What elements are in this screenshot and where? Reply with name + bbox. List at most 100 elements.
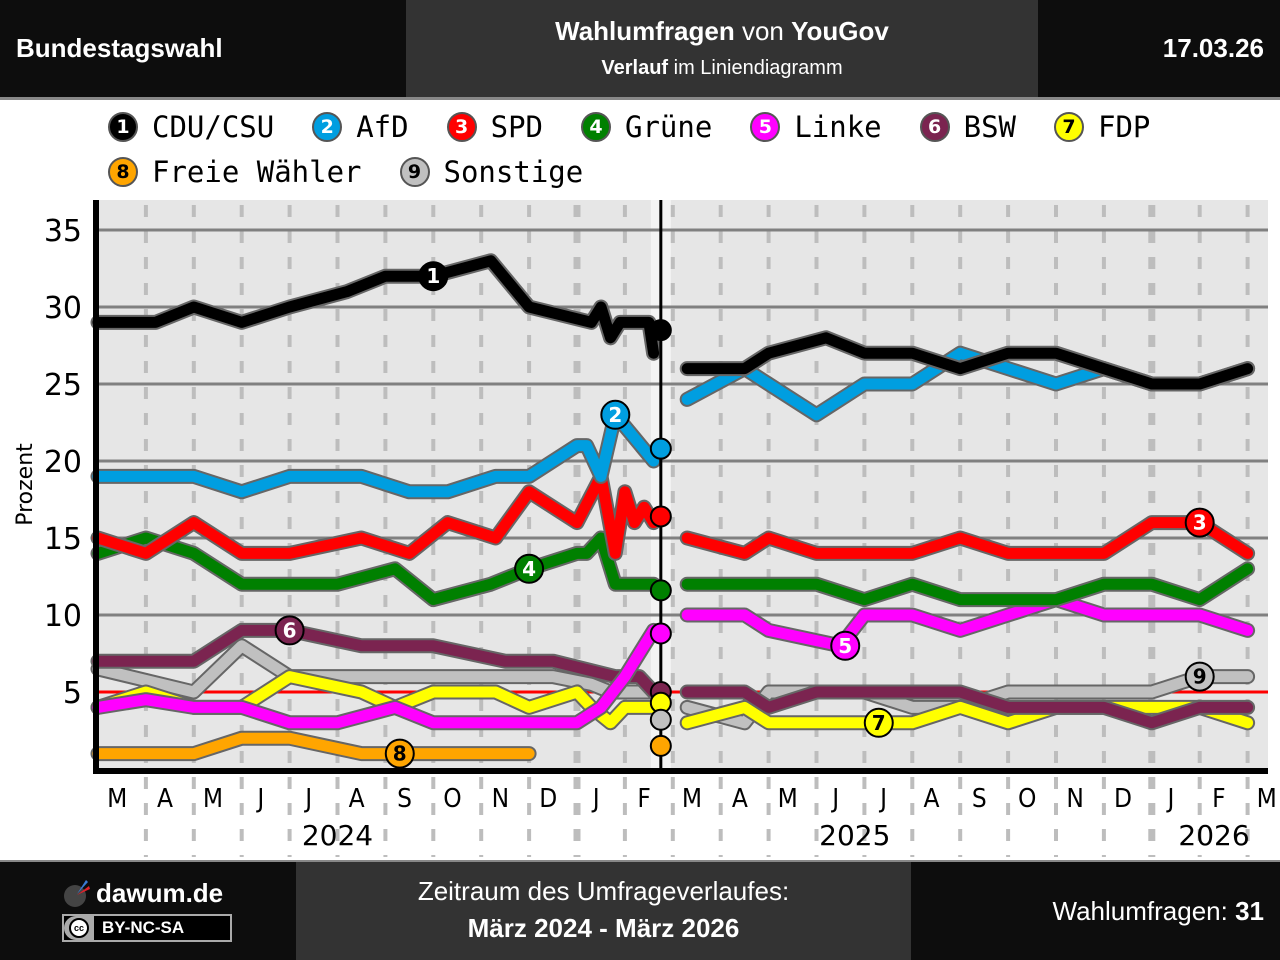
month-tick-label: M: [778, 784, 798, 814]
legend-badge-icon: 2: [312, 111, 343, 142]
y-tick-label: 25: [44, 368, 82, 403]
y-tick-label: 30: [44, 291, 82, 326]
legend-label: AfD: [356, 109, 409, 144]
election-result-dot: [649, 708, 672, 731]
legend-item[interactable]: 1 CDU/CSU: [108, 110, 274, 144]
election-result-dot: [649, 437, 672, 460]
legend-label: FDP: [1098, 109, 1151, 144]
legend-label: CDU/CSU: [152, 109, 275, 144]
series-line-cdu-csu: [92, 255, 660, 359]
legend-item[interactable]: 4 Grüne: [581, 110, 712, 144]
election-result-dot: [649, 622, 672, 645]
series-label-number: 2: [608, 403, 622, 427]
series-line-fdp: [681, 701, 1254, 729]
footer-branding: dawum.de cc BY-NC-SA: [0, 862, 296, 960]
series-label-number: 5: [838, 634, 852, 658]
legend-row: 1 CDU/CSU 2 AfD 3 SPD 4 Grüne 5 Linke 6 BSW 7 FDP: [108, 104, 1268, 149]
y-tick-label: 35: [44, 214, 82, 249]
legend-badge-icon: 1: [108, 111, 138, 142]
legend-item[interactable]: 9 Sonstige: [399, 155, 583, 189]
legend-badge-icon: 6: [919, 111, 950, 142]
chart-subtitle: Verlauf im Liniendiagramm: [601, 57, 843, 79]
series-label-number: 6: [283, 618, 297, 642]
license-badge[interactable]: cc BY-NC-SA: [62, 914, 232, 942]
legend-badge-icon: 9: [399, 156, 430, 187]
series-line-cdu-csu: [681, 332, 1254, 390]
dawum-logo[interactable]: dawum.de: [62, 876, 223, 910]
legend-item[interactable]: 5 Linke: [750, 110, 882, 144]
legend-badge-icon: 3: [446, 111, 477, 142]
series-label-number: 1: [426, 264, 440, 288]
month-tick-label: J: [830, 784, 839, 814]
footer-period: Zeitraum des Umfrageverlaufes: März 2024…: [296, 862, 911, 960]
series-label-number: 3: [1193, 511, 1207, 535]
series-line-freie-w-hler: [92, 732, 535, 760]
month-tick-label: M: [682, 784, 702, 814]
month-tick-label: N: [1066, 784, 1084, 814]
series-label-badge: [384, 738, 415, 769]
series-line-spd: [681, 517, 1254, 559]
legend-item[interactable]: 2 AfD: [312, 109, 409, 144]
legend-item[interactable]: 6 BSW: [919, 110, 1016, 144]
series-label-number: 9: [1193, 665, 1207, 689]
y-tick-label: 5: [63, 676, 82, 711]
month-tick-label: A: [349, 784, 365, 814]
series-label-badge: [274, 615, 305, 646]
month-tick-label: S: [397, 784, 412, 814]
year-label: 2025: [819, 819, 890, 852]
month-tick-label: M: [1257, 784, 1277, 814]
series-label-badge: [600, 399, 631, 430]
month-tick-label: S: [972, 784, 987, 814]
series-label-number: 4: [522, 557, 536, 581]
month-tick-label: M: [203, 784, 223, 814]
series-label-number: 7: [872, 711, 886, 735]
month-tick-label: J: [303, 784, 312, 814]
chart-title-block: Wahlumfragen von YouGov Verlauf im Linie…: [406, 0, 1038, 97]
legend-item[interactable]: 8 Freie Wähler: [108, 155, 362, 189]
month-tick-label: A: [732, 784, 748, 814]
y-tick-label: 10: [44, 599, 82, 634]
month-tick-label: F: [1212, 784, 1225, 814]
creative-commons-icon: cc: [64, 916, 94, 940]
poll-count: 31: [1235, 895, 1264, 926]
year-label: 2024: [302, 819, 373, 852]
month-tick-label: J: [591, 784, 600, 814]
pie-logo-icon: [64, 880, 90, 907]
y-axis-label: Prozent: [13, 443, 38, 526]
election-result-dot: [649, 734, 672, 757]
month-tick-label: D: [1114, 784, 1132, 814]
series-line-linke: [681, 594, 1254, 652]
legend-item[interactable]: 3 SPD: [446, 109, 543, 144]
month-tick-label: J: [878, 784, 887, 814]
series-label-badge: [1184, 661, 1215, 692]
series-line-bsw: [681, 686, 1254, 729]
legend-item[interactable]: 7 FDP: [1054, 110, 1150, 144]
legend-badge-icon: 7: [1054, 111, 1085, 142]
legend: 1 CDU/CSU 2 AfD 3 SPD 4 Grüne 5 Linke 6 BSW 7 FDP 8 Fr…: [108, 104, 1268, 194]
month-tick-label: A: [157, 784, 173, 814]
legend-badge-icon: 5: [750, 111, 781, 142]
month-tick-label: F: [637, 784, 650, 814]
month-tick-label: J: [255, 784, 264, 814]
month-tick-label: J: [1166, 784, 1175, 814]
legend-badge-icon: 8: [108, 156, 138, 187]
header-divider: [0, 97, 1280, 100]
election-title: Bundestagswahl: [0, 0, 406, 97]
year-label: 2026: [1178, 819, 1249, 852]
election-result-dot: [649, 505, 672, 528]
header: Bundestagswahl Wahlumfragen von YouGov V…: [0, 0, 1280, 97]
period-label: Zeitraum des Umfrageverlaufes:: [417, 876, 790, 906]
month-tick-label: O: [1018, 784, 1036, 814]
series-label-badge: [418, 261, 449, 292]
footer-count: Wahlumfragen: 31: [911, 862, 1280, 960]
series-line-gr-ne: [92, 532, 660, 606]
y-tick-label: 15: [44, 522, 82, 557]
legend-label: Freie Wähler: [152, 154, 362, 189]
month-tick-label: A: [923, 784, 939, 814]
series-label-badge: [1184, 507, 1215, 538]
date-label: 17.03.26: [1038, 0, 1280, 97]
series-label-number: 8: [393, 742, 407, 766]
series-line-afd: [92, 409, 660, 498]
footer-divider: [0, 860, 1280, 862]
legend-label: SPD: [490, 109, 543, 144]
